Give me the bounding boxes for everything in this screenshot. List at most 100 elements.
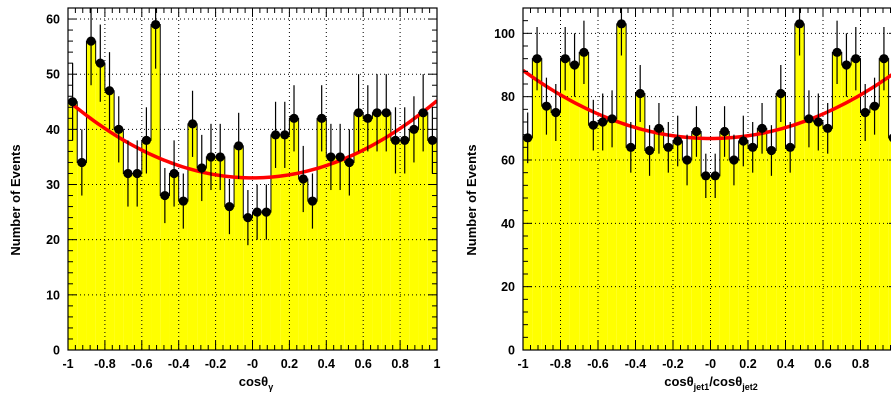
histogram-bar bbox=[372, 112, 382, 350]
data-points bbox=[523, 19, 891, 181]
data-point bbox=[132, 168, 142, 179]
x-axis-label-main: cosθ bbox=[239, 374, 268, 389]
data-point bbox=[178, 196, 188, 206]
histogram-bar bbox=[86, 41, 96, 350]
data-point bbox=[289, 113, 299, 123]
x-tick-label: -0.6 bbox=[131, 357, 153, 371]
data-point bbox=[234, 141, 244, 151]
data-point bbox=[616, 19, 627, 29]
data-point bbox=[261, 207, 271, 217]
x-axis-label: cosθγ bbox=[239, 374, 273, 392]
data-point bbox=[418, 108, 428, 118]
histogram-bar bbox=[776, 93, 786, 350]
histogram-bar bbox=[270, 134, 281, 350]
data-point bbox=[823, 123, 833, 133]
data-point bbox=[588, 120, 598, 130]
histogram-bar bbox=[673, 141, 683, 350]
histogram-bar bbox=[729, 160, 739, 350]
x-tick-label: -0.2 bbox=[662, 357, 684, 371]
data-point bbox=[551, 107, 561, 118]
histogram-bar bbox=[785, 147, 795, 350]
histogram-bar bbox=[598, 122, 608, 350]
y-tick-label: 20 bbox=[46, 233, 60, 247]
tick-labels: -1-0.8-0.6-0.4-0.2-00.20.40.60.810204060… bbox=[494, 27, 869, 371]
histogram-outline bbox=[68, 24, 437, 350]
data-point bbox=[372, 108, 382, 118]
y-tick-label: 30 bbox=[46, 178, 60, 192]
histogram-bar bbox=[400, 140, 410, 350]
data-point bbox=[569, 60, 580, 70]
histogram-bar bbox=[644, 150, 655, 350]
x-axis-label-sub2: jet2 bbox=[741, 382, 758, 392]
histogram-bar bbox=[197, 167, 207, 350]
x-tick-label: 0.4 bbox=[777, 357, 794, 371]
data-point bbox=[104, 86, 115, 96]
data-point bbox=[888, 133, 891, 142]
histogram-bar bbox=[869, 106, 880, 350]
data-point bbox=[344, 157, 354, 168]
y-tick-label: 80 bbox=[501, 90, 515, 104]
histogram-bar bbox=[691, 131, 702, 350]
histogram-bar bbox=[77, 162, 87, 350]
histogram-bar bbox=[879, 58, 889, 350]
histogram-bar bbox=[569, 65, 580, 350]
x-tick-label: -0.4 bbox=[625, 357, 647, 371]
chart-panel-left: -1 -0.8 -0.6 -0.4 -0.2 -0 0.2 0.4 0.6 0.8 10102030… bbox=[8, 7, 441, 392]
histogram-bars bbox=[523, 23, 891, 350]
histogram-bar bbox=[766, 150, 777, 350]
data-point bbox=[363, 113, 373, 123]
x-tick-label: 0.8 bbox=[852, 357, 869, 371]
data-point bbox=[851, 54, 861, 64]
histogram-bar bbox=[409, 129, 419, 350]
data-point bbox=[860, 107, 870, 118]
y-tick-label: 40 bbox=[501, 217, 515, 231]
axis-ticks bbox=[522, 7, 891, 351]
histogram-bar bbox=[626, 147, 636, 350]
tick-labels: -1 -0.8 -0.6 -0.4 -0.2 -0 0.2 0.4 0.6 0.8 10102030… bbox=[46, 13, 440, 371]
grid-lines bbox=[68, 8, 437, 350]
x-tick-label: -1 bbox=[517, 357, 528, 371]
data-point bbox=[160, 190, 170, 201]
fit-line bbox=[68, 99, 437, 180]
data-point bbox=[400, 135, 410, 145]
x-tick-label: -0.2 bbox=[205, 357, 227, 371]
histogram-bar bbox=[104, 90, 115, 350]
histogram-bar bbox=[298, 179, 308, 350]
data-point bbox=[77, 157, 87, 168]
histogram-bar bbox=[418, 112, 428, 350]
data-point bbox=[626, 142, 636, 152]
histogram-bar bbox=[178, 201, 188, 350]
histogram-bar bbox=[663, 147, 673, 350]
data-point bbox=[748, 142, 758, 152]
x-tick-label: -0.6 bbox=[587, 357, 609, 371]
data-point bbox=[335, 152, 345, 162]
data-point bbox=[409, 124, 419, 134]
histogram-bar bbox=[234, 145, 244, 350]
data-point bbox=[813, 117, 823, 127]
data-point bbox=[224, 201, 235, 212]
histogram-bar bbox=[823, 128, 833, 350]
data-point bbox=[673, 136, 683, 146]
histogram-bar bbox=[353, 112, 364, 350]
data-point bbox=[560, 54, 570, 64]
histogram-bar bbox=[841, 65, 852, 350]
histogram-bar bbox=[560, 58, 570, 350]
histogram-bar bbox=[813, 122, 823, 350]
histogram-bar bbox=[579, 52, 589, 350]
histogram-bar bbox=[317, 118, 327, 350]
data-point bbox=[390, 135, 401, 145]
y-tick-label: 50 bbox=[46, 68, 60, 82]
data-point bbox=[68, 97, 78, 107]
data-point bbox=[532, 54, 542, 64]
data-point bbox=[729, 155, 739, 165]
data-point bbox=[663, 142, 673, 152]
histogram-bar bbox=[738, 141, 748, 350]
data-point bbox=[776, 88, 786, 99]
data-point bbox=[785, 142, 795, 152]
x-tick-label: -0 bbox=[705, 357, 716, 371]
x-tick-label: -0.4 bbox=[168, 357, 190, 371]
data-point bbox=[869, 101, 880, 111]
histogram-bar bbox=[832, 52, 842, 350]
data-point bbox=[635, 88, 645, 99]
